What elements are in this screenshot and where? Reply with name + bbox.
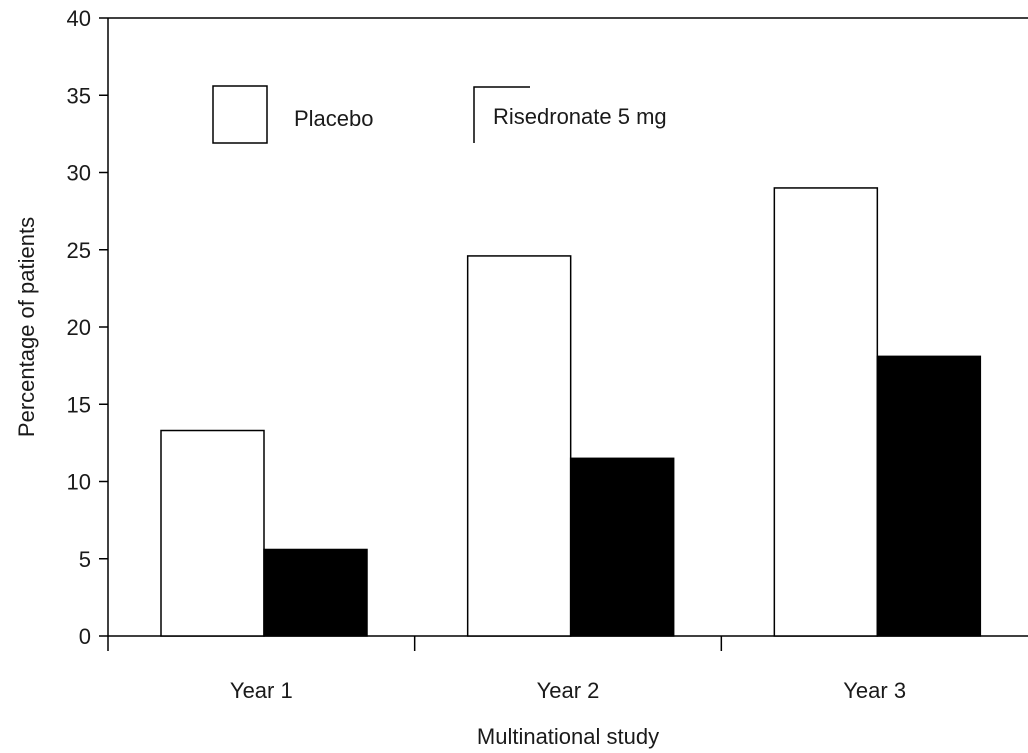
- legend-label-placebo: Placebo: [294, 106, 374, 131]
- y-tick-label: 40: [67, 6, 91, 31]
- bar-risedronate-1: [263, 548, 368, 637]
- category-label: Year 2: [537, 678, 600, 703]
- legend: Placebo Risedronate 5 mg: [212, 85, 667, 144]
- bars: [160, 187, 982, 637]
- category-label: Year 1: [230, 678, 293, 703]
- y-axis-title: Percentage of patients: [14, 217, 39, 437]
- y-axis-ticks: 0 5 10 15 20 25 30 35 40: [67, 6, 108, 649]
- legend-label-risedronate: Risedronate 5 mg: [493, 104, 667, 129]
- bar-placebo-2: [466, 255, 572, 637]
- legend-swatch-risedronate: [473, 86, 530, 143]
- y-tick-label: 25: [67, 238, 91, 263]
- y-tick-label: 10: [67, 470, 91, 495]
- bar-placebo-3: [773, 187, 879, 637]
- category-label: Year 3: [843, 678, 906, 703]
- bar-risedronate-3: [876, 355, 982, 637]
- bar-risedronate-2: [569, 457, 675, 637]
- category-labels: Year 1 Year 2 Year 3: [230, 678, 906, 703]
- x-axis-title: Multinational study: [477, 724, 659, 749]
- y-tick-label: 35: [67, 83, 91, 108]
- y-tick-label: 15: [67, 392, 91, 417]
- y-tick-label: 30: [67, 161, 91, 186]
- legend-swatch-placebo: [212, 85, 268, 144]
- y-tick-label: 20: [67, 315, 91, 340]
- bar-placebo-1: [160, 429, 265, 637]
- x-axis-ticks: [107, 636, 723, 651]
- y-tick-label: 5: [79, 547, 91, 572]
- y-tick-label: 0: [79, 624, 91, 649]
